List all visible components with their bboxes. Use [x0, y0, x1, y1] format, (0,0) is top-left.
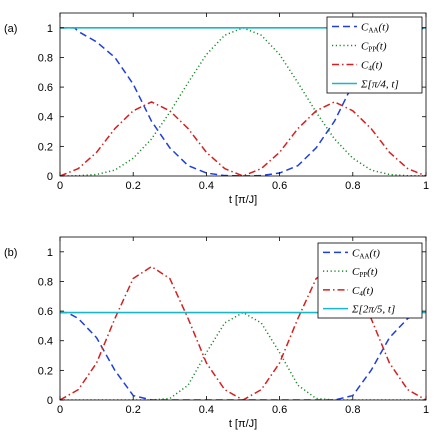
legend-label-3: Σ[2π/5, t]: [351, 304, 395, 316]
legend-label-0: CAA(t): [352, 247, 380, 260]
x-tick-label: 1: [423, 404, 429, 416]
x-tick-label: 0.8: [345, 404, 360, 416]
axes-frame: [59, 236, 427, 401]
y-tick-label: 0.8: [38, 276, 53, 288]
x-tick-label: 0.2: [126, 180, 141, 192]
x-tick-label: 0.6: [272, 404, 287, 416]
x-tick-label: 0.6: [272, 180, 287, 192]
x-axis-label: t [π/J]: [229, 418, 257, 430]
panel-label: (a): [4, 23, 17, 35]
panel-a: (a) 0 0.2 0.4 0.6 0.8 1 0 0.2 0.4 0.6 0.8 1 t [π/J] CA…: [4, 12, 429, 206]
y-tick-label: 0.4: [38, 112, 53, 124]
legend-label-2: C4(t): [352, 285, 374, 298]
legend-label-0: CAA(t): [361, 22, 389, 35]
y-tick-label: 0: [47, 171, 53, 183]
y-tick-label: 0.4: [38, 336, 53, 348]
x-tick-label: 0.4: [199, 180, 214, 192]
x-tick-label: 0.2: [126, 404, 141, 416]
x-tick-label: 0.4: [199, 404, 214, 416]
legend-label-1: CPP(t): [352, 266, 378, 279]
legend-box: [326, 16, 423, 94]
y-tick-label: 0.6: [38, 82, 53, 94]
legend-label-3: Σ[π/4, t]: [360, 79, 399, 91]
x-tick-label: 0: [57, 404, 63, 416]
y-tick-label: 0: [47, 395, 53, 407]
legend: CAA(t) CPP(t) C4(t) Σ[2π/5, t]: [317, 242, 423, 319]
y-tick-label: 1: [47, 247, 53, 259]
panel-b: (b) 0 0.2 0.4 0.6 0.8 1 0 0.2 0.4 0.6 0.8 1 t [π/J] CA…: [4, 236, 429, 430]
legend: CAA(t) CPP(t) C4(t) Σ[π/4, t]: [326, 16, 423, 94]
y-tick-label: 1: [47, 23, 53, 35]
axes-frame: [59, 12, 427, 177]
legend-label-2: C4(t): [361, 60, 383, 73]
y-tick-label: 0.6: [38, 306, 53, 318]
legend-label-1: CPP(t): [361, 41, 387, 54]
panel-label: (b): [4, 247, 17, 259]
x-tick-label: 0.8: [345, 180, 360, 192]
x-tick-label: 0: [57, 180, 63, 192]
y-tick-label: 0.2: [38, 365, 53, 377]
series-line-0: [60, 311, 426, 400]
x-axis-label: t [π/J]: [229, 194, 257, 206]
series-line-1: [60, 311, 426, 400]
series-line-2: [60, 101, 426, 176]
x-tick-label: 1: [423, 180, 429, 192]
y-tick-label: 0.8: [38, 52, 53, 64]
y-tick-label: 0.2: [38, 141, 53, 153]
legend-box: [317, 242, 423, 319]
